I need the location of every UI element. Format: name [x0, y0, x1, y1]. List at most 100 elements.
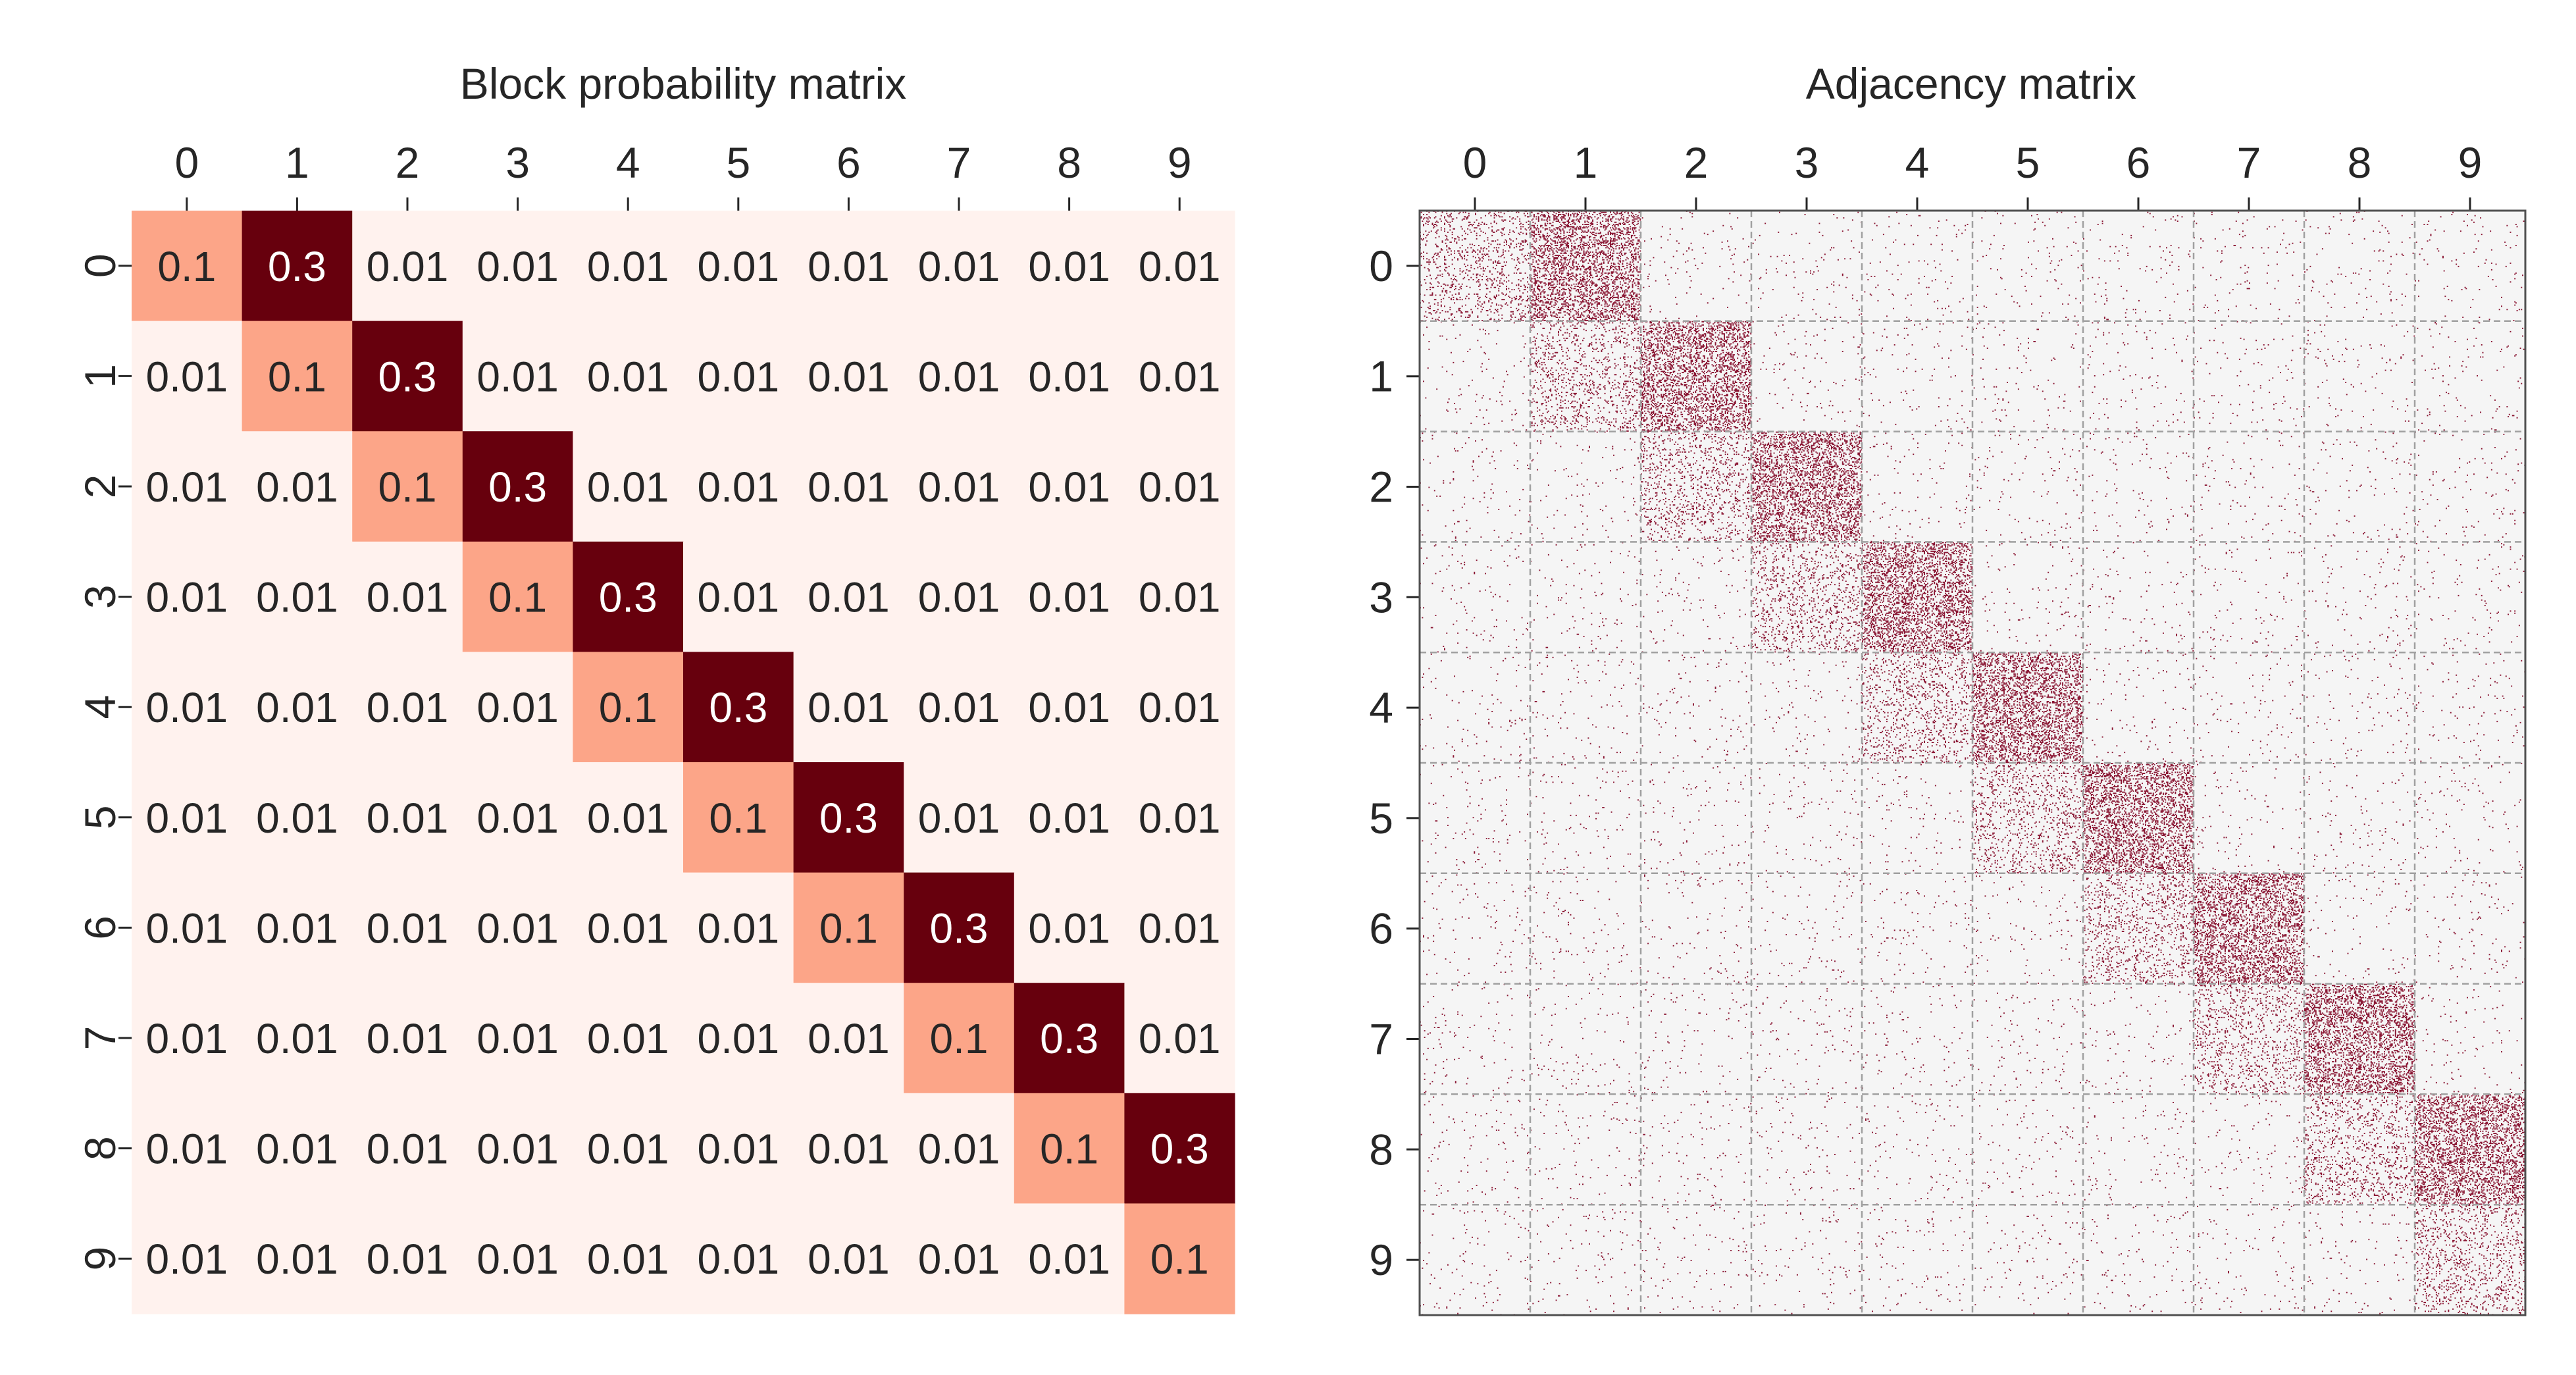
cell-value-label: 0.01: [918, 353, 1000, 400]
cell-value-label: 0.01: [367, 1235, 449, 1283]
y-tick-label: 6: [1369, 904, 1393, 953]
cell-value-label: 0.01: [918, 1126, 1000, 1173]
y-tick-label: 1: [1369, 352, 1393, 401]
cell-value-label: 0.01: [698, 463, 780, 511]
cell-value-label: 0.01: [1139, 463, 1221, 511]
cell-value-label: 0.3: [1040, 1015, 1098, 1062]
y-tick-label: 1: [76, 364, 124, 388]
heatmap-cell: [1124, 983, 1235, 1094]
cell-value-label: 0.01: [1139, 574, 1221, 621]
cell-value-label: 0.01: [367, 794, 449, 842]
cell-value-label: 0.01: [367, 904, 449, 952]
heatmap-cell: [352, 431, 463, 542]
cell-value-label: 0.01: [146, 1015, 228, 1062]
cell-value-label: 0.01: [698, 574, 780, 621]
heatmap-cell: [352, 872, 463, 983]
block-probability-panel: Block probability matrix 0 1 2 3 4 5 6 7 8 9 0 1 2 3…: [76, 59, 1235, 1314]
y-tick-label: 4: [76, 695, 124, 719]
cell-value-label: 0.01: [808, 684, 890, 731]
cell-value-label: 0.01: [1139, 684, 1221, 731]
heatmap-cell: [462, 321, 573, 432]
cell-value-label: 0.01: [1028, 243, 1110, 290]
cell-value-label: 0.01: [1139, 243, 1221, 290]
cell-value-label: 0.01: [1028, 463, 1110, 511]
y-tick-label: 8: [1369, 1125, 1393, 1174]
x-tick-label: 7: [2237, 138, 2261, 187]
block-probability-cells: [132, 211, 1235, 1314]
cell-value-label: 0.01: [1028, 904, 1110, 952]
cell-value-label: 0.01: [256, 1235, 338, 1283]
y-tick-label: 2: [76, 475, 124, 499]
heatmap-cell: [573, 1093, 684, 1204]
cell-value-label: 0.01: [1028, 353, 1110, 400]
cell-value-label: 0.01: [256, 684, 338, 731]
cell-value-label: 0.01: [698, 904, 780, 952]
cell-value-label: 0.01: [698, 1015, 780, 1062]
x-tick-label: 3: [1795, 138, 1819, 187]
heatmap-cell: [573, 1203, 684, 1314]
heatmap-cell: [1124, 211, 1235, 322]
heatmap-cell: [462, 872, 573, 983]
cell-value-label: 0.1: [599, 684, 657, 731]
cell-value-label: 0.01: [1139, 904, 1221, 952]
heatmap-cell: [904, 652, 1015, 763]
heatmap-cell: [242, 1203, 353, 1314]
heatmap-cell: [904, 211, 1015, 322]
cell-value-label: 0.01: [918, 463, 1000, 511]
cell-value-label: 0.01: [146, 1235, 228, 1283]
cell-value-label: 0.01: [477, 1015, 559, 1062]
heatmap-cell: [242, 872, 353, 983]
heatmap-cell: [242, 541, 353, 652]
cell-value-label: 0.1: [1040, 1126, 1098, 1173]
adjacency-frame: [1418, 209, 2527, 1316]
cell-value-label: 0.01: [587, 1015, 669, 1062]
heatmap-cell: [1014, 872, 1125, 983]
cell-value-label: 0.01: [256, 1126, 338, 1173]
heatmap-cell: [132, 211, 243, 322]
heatmap-cell: [1014, 1203, 1125, 1314]
cell-value-label: 0.01: [808, 353, 890, 400]
heatmap-cell: [683, 541, 794, 652]
y-tick-label: 5: [1369, 794, 1393, 843]
cell-value-label: 0.01: [1028, 1235, 1110, 1283]
heatmap-cell: [1014, 541, 1125, 652]
cell-value-label: 0.01: [698, 353, 780, 400]
cell-value-label: 0.01: [918, 1235, 1000, 1283]
x-tick-label: 4: [616, 138, 640, 187]
x-tick-label: 3: [505, 138, 530, 187]
heatmap-cell: [242, 431, 353, 542]
cell-value-label: 0.3: [488, 463, 547, 511]
adjacency-title: Adjacency matrix: [1806, 59, 2137, 108]
heatmap-cell: [793, 762, 904, 873]
heatmap-cell: [573, 431, 684, 542]
y-tick-label: 7: [1369, 1015, 1393, 1064]
cell-value-label: 0.3: [268, 243, 326, 290]
heatmap-cell: [1014, 211, 1125, 322]
heatmap-cell: [904, 321, 1015, 432]
cell-value-label: 0.01: [587, 794, 669, 842]
x-tick-label: 6: [2126, 138, 2151, 187]
edge-dots: [1420, 211, 2526, 1316]
heatmap-cell: [1124, 1203, 1235, 1314]
heatmap-cell: [1014, 1093, 1125, 1204]
heatmap-cell: [793, 1203, 904, 1314]
y-tick-label: 5: [76, 805, 124, 829]
x-tick-label: 8: [2348, 138, 2372, 187]
y-tick-label: 6: [76, 916, 124, 940]
heatmap-cell: [793, 211, 904, 322]
heatmap-cell: [242, 762, 353, 873]
cell-value-label: 0.01: [698, 243, 780, 290]
y-tick-label: 9: [76, 1247, 124, 1271]
x-tick-label: 9: [2458, 138, 2483, 187]
adjacency-x-axis: 0 1 2 3 4 5 6 7 8 9: [1463, 138, 2483, 211]
heatmap-cell: [573, 321, 684, 432]
heatmap-cell: [132, 321, 243, 432]
cell-value-label: 0.1: [709, 794, 767, 842]
cell-value-label: 0.01: [1028, 574, 1110, 621]
cell-value-label: 0.3: [709, 684, 767, 731]
heatmap-cell: [132, 872, 243, 983]
heatmap-cell: [904, 872, 1015, 983]
adjacency-y-axis: 0 1 2 3 4 5 6 7 8 9: [1369, 242, 1420, 1284]
heatmap-cell: [132, 652, 243, 763]
heatmap-cell: [1014, 983, 1125, 1094]
